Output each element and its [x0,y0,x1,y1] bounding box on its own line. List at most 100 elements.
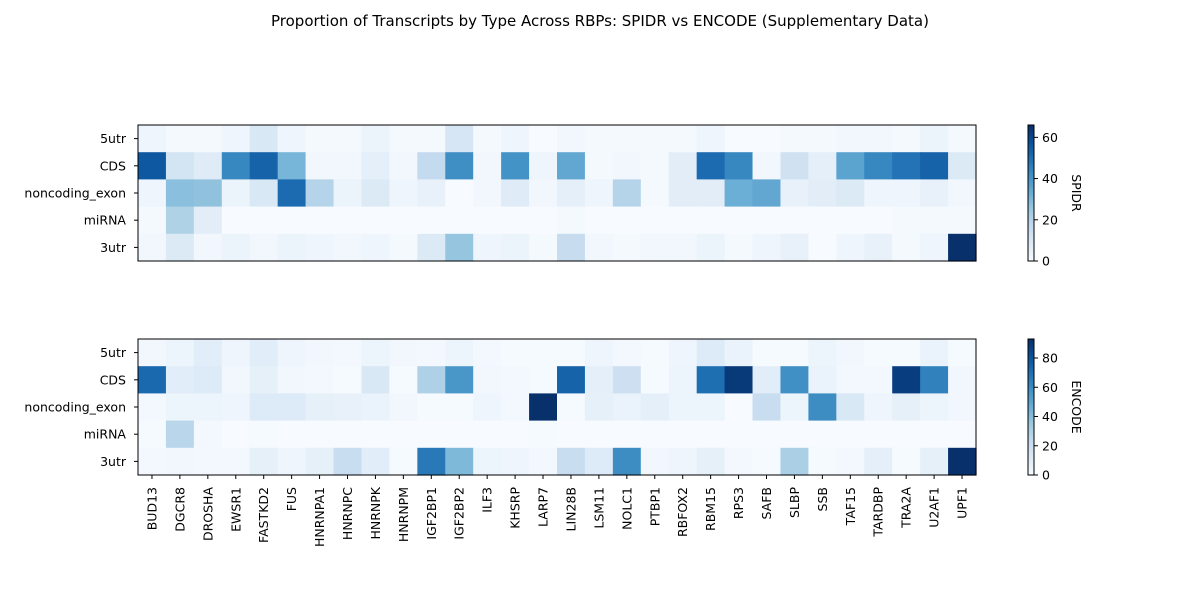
column-label: BUD13 [144,487,159,530]
heatmap-cell [836,125,865,153]
colorbar-tick-label: 80 [1042,351,1058,366]
heatmap-cell [696,393,726,422]
column-label: EWSR1 [228,487,243,532]
heatmap-cell [612,339,642,367]
heatmap-cell [892,366,921,394]
heatmap-cell [584,447,614,476]
heatmap-cell [501,179,530,208]
heatmap-cell [277,179,307,208]
heatmap-cell [445,233,474,262]
column-label: FUS [284,487,299,511]
column-label: LSM11 [591,487,606,529]
heatmap-cell [305,152,335,180]
heatmap-cell [277,366,307,394]
heatmap-cell [529,179,558,208]
heatmap-cell [640,366,670,394]
heatmap-cell [221,179,251,208]
heatmap-cell [305,206,335,235]
column-label: PTBP1 [647,487,662,526]
heatmap-cell [417,339,446,367]
heatmap-cell [836,393,865,422]
heatmap-cell [557,339,586,367]
heatmap-cell [892,339,921,367]
column-label: IGF2BP1 [424,487,439,540]
heatmap-cell [780,179,809,208]
heatmap-cell [948,179,977,208]
heatmap-cell [668,447,698,476]
column-label: LARP7 [536,487,551,527]
heatmap-cell [668,393,698,422]
heatmap-cell [389,339,418,367]
colorbar-frame [1027,124,1035,262]
heatmap-cell [165,125,195,153]
colorbar-segment [1028,352,1034,356]
heatmap-spidr: 5utr CDS noncoding_exon miRNA 3utr 0 20 40 60 SPI… [24,124,1084,269]
colorbar-segment [1028,238,1034,242]
heatmap-cell [473,339,502,367]
column-label: RPS3 [731,487,746,519]
column-label: UPF1 [955,487,970,519]
colorbar-segment [1028,197,1034,201]
heatmap-cell [501,420,530,449]
column-label: SLBP [787,487,802,518]
heatmap-cell [389,366,418,394]
colorbar-tick-label: 0 [1042,468,1050,483]
heatmap-cell [193,447,223,476]
heatmap-cell [193,366,223,394]
colorbar-segment [1028,145,1034,149]
heatmap-cell [249,125,279,153]
heatmap-cell [584,233,614,262]
heatmap-cell [948,233,977,262]
heatmap-cell [696,233,726,262]
heatmap-cell [529,206,558,235]
heatmap-cell [668,339,698,367]
heatmap-cell [165,420,195,449]
heatmap-cell [249,206,279,235]
colorbar-segment [1028,179,1034,183]
colorbar-segment [1028,131,1034,135]
colorbar-segment [1028,468,1034,472]
colorbar-segment [1028,377,1034,381]
colorbar-segment [1028,431,1034,435]
colorbar-segment [1028,397,1034,401]
heatmap-cell [584,125,614,153]
heatmap-cell [333,125,363,153]
heatmap-cell [808,206,837,235]
heatmap-cell [892,233,921,262]
heatmap-cell [612,179,642,208]
heatmap-cell [361,366,390,394]
heatmap-cell [138,152,167,180]
heatmap-cell [612,152,642,180]
heatmap-cell [473,125,502,153]
colorbar-segment [1028,461,1034,465]
heatmap-cell [836,179,865,208]
heatmap-cell [389,206,418,235]
heatmap-cell [920,339,949,367]
colorbar-segment [1028,193,1034,196]
heatmap-cell [501,125,530,153]
heatmap-cell [808,420,837,449]
heatmap-cell [249,152,279,180]
colorbar-segment [1028,245,1034,248]
heatmap-cell [752,152,782,180]
heatmap-cell [361,339,390,367]
colorbar-segment [1028,204,1034,208]
colorbar-segment [1028,202,1034,205]
column-label: SAFB [759,487,774,519]
heatmap-cell [277,233,307,262]
heatmap-cell [221,366,251,394]
heatmap-cell [640,233,670,262]
heatmap-cell [640,420,670,449]
heatmap-cell [305,339,335,367]
heatmap-cell [221,152,251,180]
colorbar-segment [1028,354,1034,358]
colorbar-segment [1028,359,1034,363]
heatmap-cell [417,125,446,153]
heatmap-cell [724,206,754,235]
colorbar-segment [1028,220,1034,224]
heatmap-cell [249,393,279,422]
heatmap-cell [445,393,474,422]
colorbar-segment [1028,341,1034,345]
colorbar-segment [1028,425,1034,428]
heatmap-cell [948,152,977,180]
